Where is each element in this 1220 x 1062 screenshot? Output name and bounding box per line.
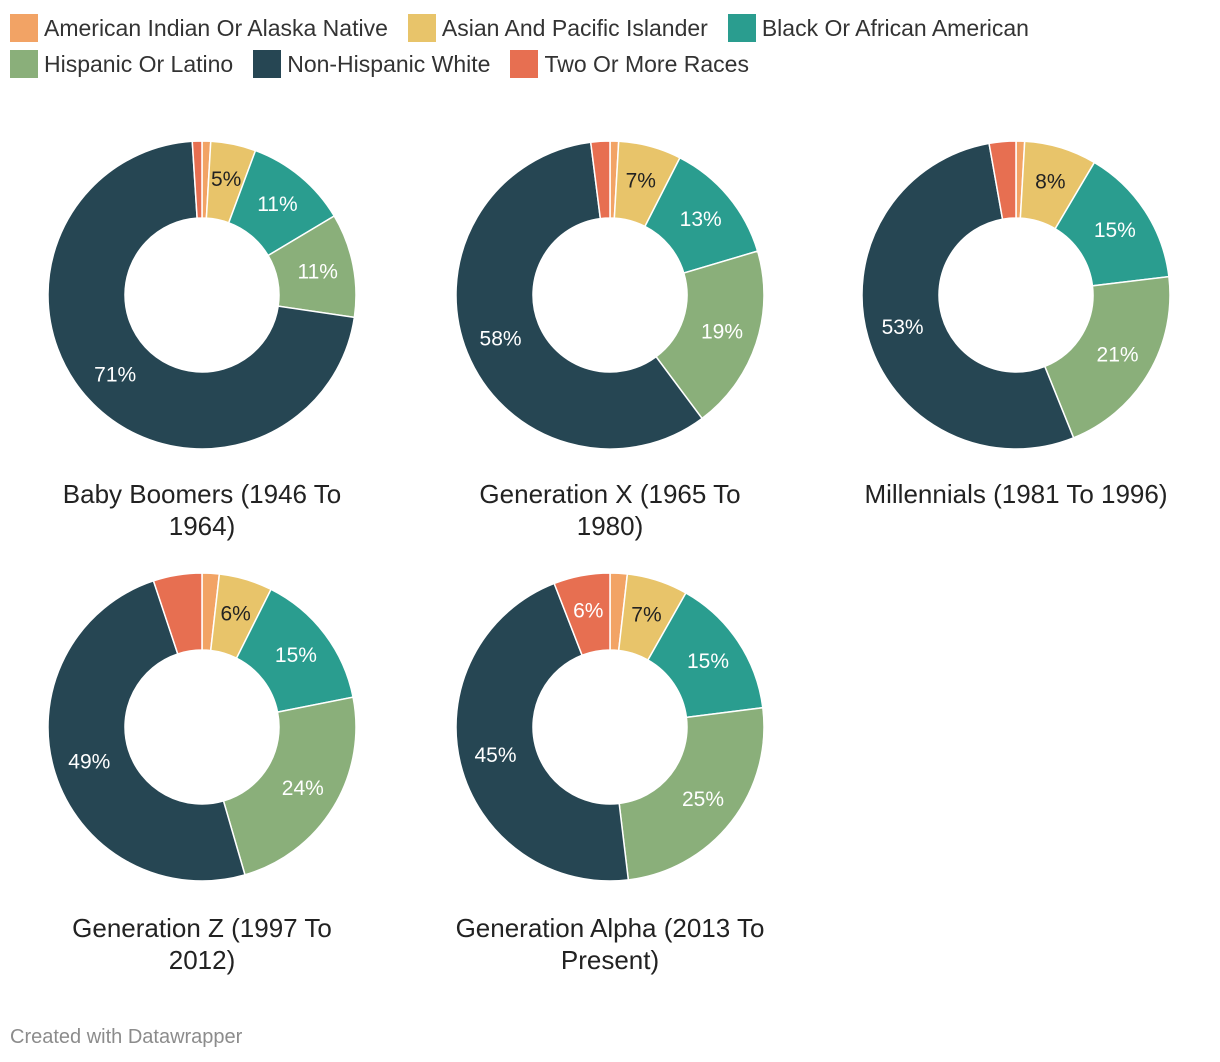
donut-slice-hispanic-or-latino — [222, 696, 357, 876]
donut-slice-two-or-more-races — [152, 572, 203, 655]
slice-data-label: 15% — [687, 650, 729, 673]
donut-slice-non-hispanic-white — [455, 141, 704, 450]
legend-row-1: American Indian Or Alaska Native Asian A… — [10, 10, 1200, 46]
slice-data-label: 13% — [680, 208, 722, 231]
legend-item-white: Non-Hispanic White — [253, 50, 490, 78]
slice-data-label: 25% — [682, 788, 724, 811]
slice-data-label: 19% — [701, 321, 743, 344]
legend-label: Non-Hispanic White — [287, 50, 491, 77]
donut-slice-non-hispanic-white — [861, 142, 1075, 450]
legend: American Indian Or Alaska Native Asian A… — [10, 10, 1200, 82]
chart-title: Generation Z (1997 To — [72, 913, 332, 943]
slice-data-label: 6% — [573, 600, 603, 623]
donut-slice-two-or-more-races — [553, 572, 611, 657]
slice-data-label: 15% — [275, 644, 317, 667]
legend-swatch — [407, 14, 436, 42]
legend-swatch — [10, 14, 38, 42]
chart-title: Baby Boomers (1946 To — [63, 479, 341, 509]
legend-item-two-or-more: Two Or More Races — [510, 50, 749, 78]
legend-item-black: Black Or African American — [727, 14, 1029, 42]
slice-data-label: 8% — [1035, 171, 1065, 194]
donut-slice-non-hispanic-white — [47, 579, 246, 882]
legend-swatch — [727, 14, 756, 42]
legend-swatch — [510, 50, 539, 78]
legend-row-2: Hispanic Or Latino Non-Hispanic White Tw… — [10, 46, 1200, 82]
slice-data-label: 7% — [626, 170, 656, 193]
legend-swatch — [10, 50, 38, 78]
slice-data-label: 24% — [282, 777, 324, 800]
donut-slice-hispanic-or-latino — [618, 706, 765, 881]
legend-label: Two Or More Races — [544, 50, 749, 77]
chart-title: Generation Alpha (2013 To — [456, 913, 765, 943]
chart-title: Generation X (1965 To — [479, 479, 740, 509]
donut-slice-hispanic-or-latino — [1043, 275, 1171, 439]
chart-title: Millennials (1981 To 1996) — [864, 479, 1167, 509]
donut-slice-non-hispanic-white — [47, 140, 356, 450]
donut-chart-5: 7% 15% 25% 45% 6% Generation Alpha (2013 ToPr… — [455, 572, 765, 975]
donut-slice-two-or-more-races — [988, 140, 1017, 221]
legend-swatch — [253, 50, 282, 78]
slice-data-label: 6% — [220, 602, 250, 625]
donut-slice-two-or-more-races — [191, 140, 203, 219]
chart-title: 1964) — [169, 511, 236, 541]
chart-title: 1980) — [577, 511, 644, 541]
donut-slice-two-or-more-races — [589, 140, 611, 220]
legend-item-american-indian: American Indian Or Alaska Native — [10, 14, 388, 42]
slice-data-label: 11% — [297, 260, 337, 283]
slice-data-label: 45% — [475, 744, 517, 767]
slice-data-label: 7% — [631, 603, 661, 626]
footer-credit: Created with Datawrapper — [10, 1026, 243, 1048]
donut-chart-3: 8% 15% 21% 53% Millennials (1981 To 1996) — [861, 140, 1171, 509]
slice-data-label: 58% — [480, 328, 522, 351]
legend-label: Black Or African American — [761, 14, 1029, 41]
legend-label: Hispanic Or Latino — [44, 50, 234, 77]
legend-label: American Indian Or Alaska Native — [44, 14, 388, 41]
slice-data-label: 5% — [211, 168, 241, 191]
slice-data-label: 53% — [882, 316, 924, 339]
slice-data-label: 49% — [68, 751, 110, 774]
slice-data-label: 15% — [1094, 219, 1136, 242]
slice-data-label: 21% — [1097, 344, 1139, 367]
legend-item-hispanic: Hispanic Or Latino — [10, 50, 233, 78]
chart-title: 2012) — [169, 945, 236, 975]
chart-title: Present) — [561, 945, 659, 975]
donut-slice-hispanic-or-latino — [654, 250, 765, 420]
legend-item-asian-pacific: Asian And Pacific Islander — [407, 14, 708, 42]
slice-data-label: 11% — [257, 193, 297, 216]
slice-data-label: 71% — [94, 363, 136, 386]
donut-slice-non-hispanic-white — [455, 582, 630, 882]
legend-label: Asian And Pacific Islander — [441, 14, 708, 41]
